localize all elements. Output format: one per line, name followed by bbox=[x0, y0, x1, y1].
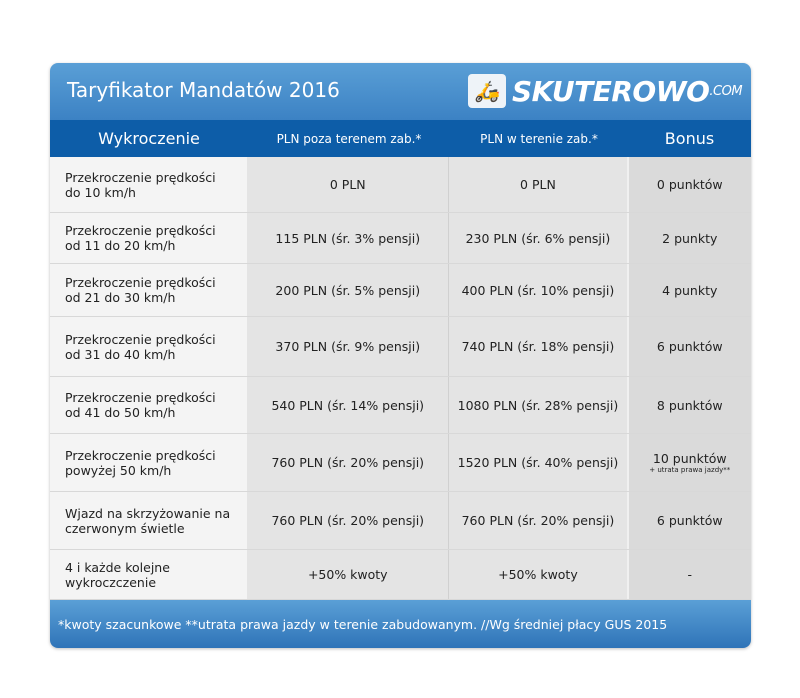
skuterowo-logo: 🛵 SKUTEROWO .COM bbox=[468, 71, 743, 111]
points-value: - bbox=[687, 567, 693, 582]
offense-line: od 21 do 30 km/h bbox=[65, 290, 176, 305]
offense-cell: Przekroczenie prędkości od 11 do 20 km/h bbox=[50, 213, 248, 263]
fine-inside-cell: +50% kwoty bbox=[449, 550, 627, 599]
table-row: Przekroczenie prędkości od 31 do 40 km/h … bbox=[50, 317, 751, 377]
footer-note: *kwoty szacunkowe **utrata prawa jazdy w… bbox=[50, 600, 751, 648]
column-header-inside: PLN w terenie zab.* bbox=[480, 131, 598, 146]
fine-outside-cell: 370 PLN (śr. 9% pensji) bbox=[247, 317, 450, 376]
offense-line: Przekroczenie prędkości bbox=[65, 275, 216, 290]
offense-cell: Przekroczenie prędkości powyżej 50 km/h bbox=[50, 434, 248, 491]
table-row: Przekroczenie prędkości powyżej 50 km/h 7… bbox=[50, 434, 751, 492]
offense-line: wykroczczenie bbox=[65, 574, 157, 590]
table-row: Przekroczenie prędkości od 21 do 30 km/h … bbox=[50, 264, 751, 317]
offense-cell: Przekroczenie prędkości od 21 do 30 km/h bbox=[50, 264, 248, 316]
fine-outside-cell: 0 PLN bbox=[247, 157, 450, 212]
points-value: 10 punktów bbox=[652, 451, 727, 466]
offense-cell: Wjazd na skrzyżowanie na czerwonym świetl… bbox=[50, 492, 248, 549]
offense-line: do 10 km/h bbox=[65, 184, 136, 200]
column-header-outside: PLN poza terenem zab.* bbox=[276, 131, 422, 146]
fine-inside-cell: 0 PLN bbox=[449, 157, 627, 212]
table-row: 4 i każde kolejne wykroczczenie +50% kwot… bbox=[50, 550, 751, 600]
offense-cell: Przekroczenie prędkości do 10 km/h bbox=[50, 157, 248, 212]
offense-cell: Przekroczenie prędkości od 31 do 40 km/h bbox=[50, 317, 248, 376]
table-row: Przekroczenie prędkości do 10 km/h 0 PLN … bbox=[50, 157, 751, 213]
points-cell: - bbox=[626, 550, 751, 599]
points-cell: 10 punktów + utrata prawa jazdy** bbox=[626, 434, 751, 491]
scooter-logo-icon: 🛵 bbox=[468, 74, 506, 108]
table-row: Wjazd na skrzyżowanie na czerwonym świetl… bbox=[50, 492, 751, 550]
offense-line: od 11 do 20 km/h bbox=[65, 238, 176, 253]
fine-outside-cell: 115 PLN (śr. 3% pensji) bbox=[247, 213, 450, 263]
offense-line: od 31 do 40 km/h bbox=[65, 346, 176, 362]
fine-inside-cell: 1080 PLN (śr. 28% pensji) bbox=[449, 377, 627, 433]
fine-inside-cell: 760 PLN (śr. 20% pensji) bbox=[449, 492, 627, 549]
column-header-offense: Wykroczenie bbox=[98, 129, 200, 148]
table-body: Przekroczenie prędkości do 10 km/h 0 PLN … bbox=[50, 157, 751, 600]
points-cell: 6 punktów bbox=[626, 492, 751, 549]
points-cell: 0 punktów bbox=[626, 157, 751, 212]
points-cell: 2 punkty bbox=[626, 213, 751, 263]
header-bar: Taryfikator Mandatów 2016 🛵 SKUTEROWO .COM bbox=[50, 63, 751, 120]
fine-outside-cell: 200 PLN (śr. 5% pensji) bbox=[247, 264, 450, 316]
offense-line: Przekroczenie prędkości bbox=[65, 223, 216, 238]
points-value: 6 punktów bbox=[656, 513, 723, 528]
column-header-bonus: Bonus bbox=[664, 129, 715, 148]
offense-line: powyżej 50 km/h bbox=[65, 462, 172, 478]
points-cell: 6 punktów bbox=[626, 317, 751, 376]
fine-inside-cell: 740 PLN (śr. 18% pensji) bbox=[449, 317, 627, 376]
table-row: Przekroczenie prędkości od 41 do 50 km/h … bbox=[50, 377, 751, 434]
offense-line: Wjazd na skrzyżowanie na bbox=[65, 505, 231, 521]
offense-line: 4 i każde kolejne bbox=[65, 559, 170, 575]
offense-cell: Przekroczenie prędkości od 41 do 50 km/h bbox=[50, 377, 248, 433]
points-cell: 8 punktów bbox=[626, 377, 751, 433]
fine-inside-cell: 400 PLN (śr. 10% pensji) bbox=[449, 264, 627, 316]
points-note: + utrata prawa jazdy** bbox=[649, 466, 731, 474]
fine-outside-cell: 760 PLN (śr. 20% pensji) bbox=[247, 434, 450, 491]
points-value: 4 punkty bbox=[662, 282, 718, 298]
table-row: Przekroczenie prędkości od 11 do 20 km/h … bbox=[50, 213, 751, 264]
points-cell: 4 punkty bbox=[626, 264, 751, 316]
offense-line: Przekroczenie prędkości bbox=[65, 390, 216, 405]
fine-table-card: Taryfikator Mandatów 2016 🛵 SKUTEROWO .COM… bbox=[50, 63, 751, 648]
fine-inside-cell: 1520 PLN (śr. 40% pensji) bbox=[449, 434, 627, 491]
offense-line: od 41 do 50 km/h bbox=[65, 405, 176, 420]
points-value: 2 punkty bbox=[662, 230, 718, 246]
offense-line: Przekroczenie prędkości bbox=[65, 169, 216, 185]
fine-outside-cell: 540 PLN (śr. 14% pensji) bbox=[247, 377, 450, 433]
points-value: 8 punktów bbox=[656, 397, 723, 413]
offense-line: Przekroczenie prędkości bbox=[65, 447, 216, 463]
points-value: 6 punktów bbox=[656, 339, 723, 354]
offense-line: czerwonym świetle bbox=[65, 520, 185, 536]
fine-outside-cell: 760 PLN (śr. 20% pensji) bbox=[247, 492, 450, 549]
column-headers: Wykroczenie PLN poza terenem zab.* PLN w… bbox=[50, 120, 751, 157]
offense-line: Przekroczenie prędkości bbox=[65, 331, 216, 347]
fine-inside-cell: 230 PLN (śr. 6% pensji) bbox=[449, 213, 627, 263]
offense-cell: 4 i każde kolejne wykroczczenie bbox=[50, 550, 248, 599]
fine-outside-cell: +50% kwoty bbox=[247, 550, 450, 599]
page-title: Taryfikator Mandatów 2016 bbox=[67, 78, 340, 102]
points-value: 0 punktów bbox=[656, 177, 723, 192]
